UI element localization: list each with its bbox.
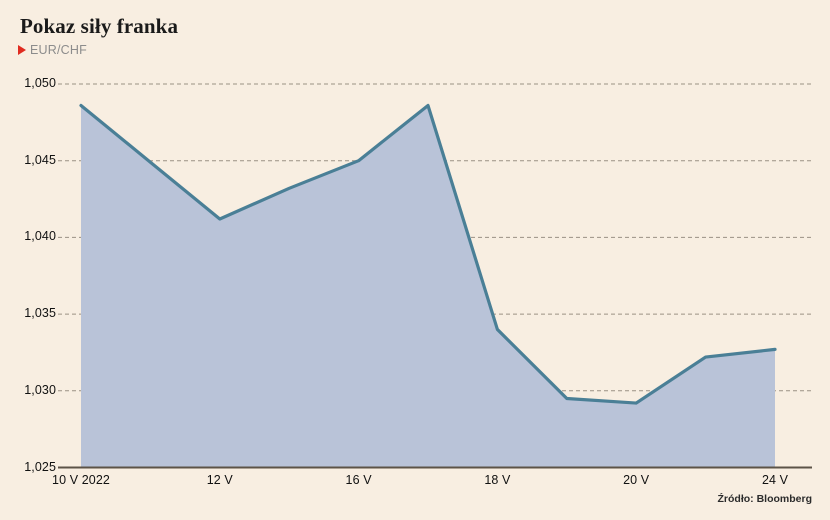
red-triangle-icon — [18, 45, 26, 55]
x-axis-tick-label: 16 V — [345, 473, 372, 487]
x-axis-tick-label: 10 V 2022 — [52, 473, 110, 487]
y-axis-tick-label: 1,050 — [24, 76, 56, 90]
x-axis-tick-label: 18 V — [484, 473, 511, 487]
x-axis-tick-label: 12 V — [206, 473, 233, 487]
y-axis-tick-label: 1,040 — [24, 229, 56, 244]
chart-legend: EUR/CHF — [18, 43, 87, 57]
legend-series-label: EUR/CHF — [30, 43, 87, 57]
y-axis-tick-label: 1,035 — [24, 306, 56, 321]
source-note: Źródło: Bloomberg — [717, 493, 813, 505]
y-axis-tick-label: 1,025 — [24, 459, 56, 474]
y-axis-tick-label: 1,030 — [24, 382, 56, 397]
y-axis-tick-label: 1,045 — [24, 152, 56, 167]
page-title: Pokaz siły franka — [20, 14, 179, 38]
x-axis-tick-label: 24 V — [761, 473, 789, 487]
x-axis-tick-label: 20 V — [623, 473, 650, 487]
area-fill-path — [81, 105, 775, 468]
series-line-path — [79, 103, 777, 405]
